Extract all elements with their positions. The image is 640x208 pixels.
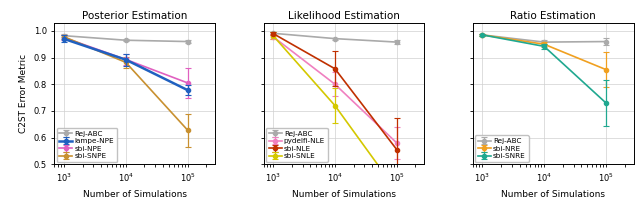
Title: Posterior Estimation: Posterior Estimation xyxy=(82,11,188,21)
Title: Likelihood Estimation: Likelihood Estimation xyxy=(288,11,400,21)
Legend: Rej-ABC, lampe-NPE, sbi-NPE, sbi-SNPE: Rej-ABC, lampe-NPE, sbi-NPE, sbi-SNPE xyxy=(56,128,117,162)
Legend: Rej-ABC, sbi-NRE, sbi-SNRE: Rej-ABC, sbi-NRE, sbi-SNRE xyxy=(475,135,529,162)
Title: Ratio Estimation: Ratio Estimation xyxy=(510,11,596,21)
X-axis label: Number of Simulations: Number of Simulations xyxy=(83,190,187,199)
Y-axis label: C2ST Error Metric: C2ST Error Metric xyxy=(19,54,28,133)
Legend: Rej-ABC, pydelfi-NLE, sbi-NLE, sbi-SNLE: Rej-ABC, pydelfi-NLE, sbi-NLE, sbi-SNLE xyxy=(266,128,328,162)
X-axis label: Number of Simulations: Number of Simulations xyxy=(501,190,605,199)
X-axis label: Number of Simulations: Number of Simulations xyxy=(292,190,396,199)
